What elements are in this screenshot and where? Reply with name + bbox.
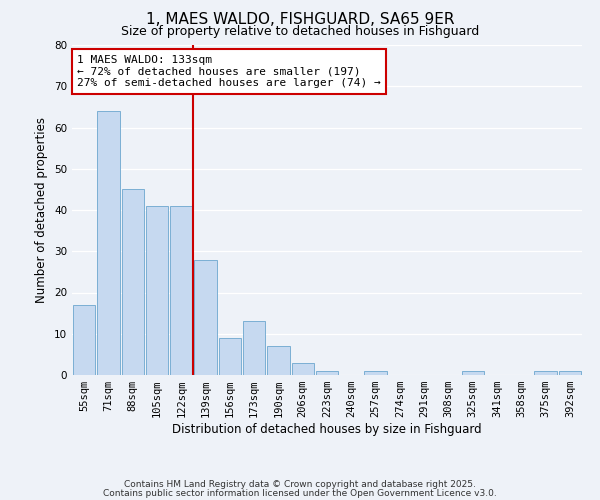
Bar <box>97 111 119 375</box>
Bar <box>170 206 193 375</box>
Bar <box>218 338 241 375</box>
Text: Size of property relative to detached houses in Fishguard: Size of property relative to detached ho… <box>121 25 479 38</box>
Bar <box>461 371 484 375</box>
Text: Contains HM Land Registry data © Crown copyright and database right 2025.: Contains HM Land Registry data © Crown c… <box>124 480 476 489</box>
Bar <box>73 305 95 375</box>
Bar <box>292 362 314 375</box>
Bar <box>122 190 144 375</box>
Text: 1, MAES WALDO, FISHGUARD, SA65 9ER: 1, MAES WALDO, FISHGUARD, SA65 9ER <box>146 12 454 28</box>
Bar <box>243 322 265 375</box>
Bar <box>267 346 290 375</box>
Bar <box>194 260 217 375</box>
X-axis label: Distribution of detached houses by size in Fishguard: Distribution of detached houses by size … <box>172 423 482 436</box>
Text: 1 MAES WALDO: 133sqm
← 72% of detached houses are smaller (197)
27% of semi-deta: 1 MAES WALDO: 133sqm ← 72% of detached h… <box>77 55 381 88</box>
Bar <box>559 371 581 375</box>
Bar <box>146 206 168 375</box>
Bar <box>535 371 557 375</box>
Bar <box>364 371 387 375</box>
Text: Contains public sector information licensed under the Open Government Licence v3: Contains public sector information licen… <box>103 488 497 498</box>
Bar <box>316 371 338 375</box>
Y-axis label: Number of detached properties: Number of detached properties <box>35 117 49 303</box>
